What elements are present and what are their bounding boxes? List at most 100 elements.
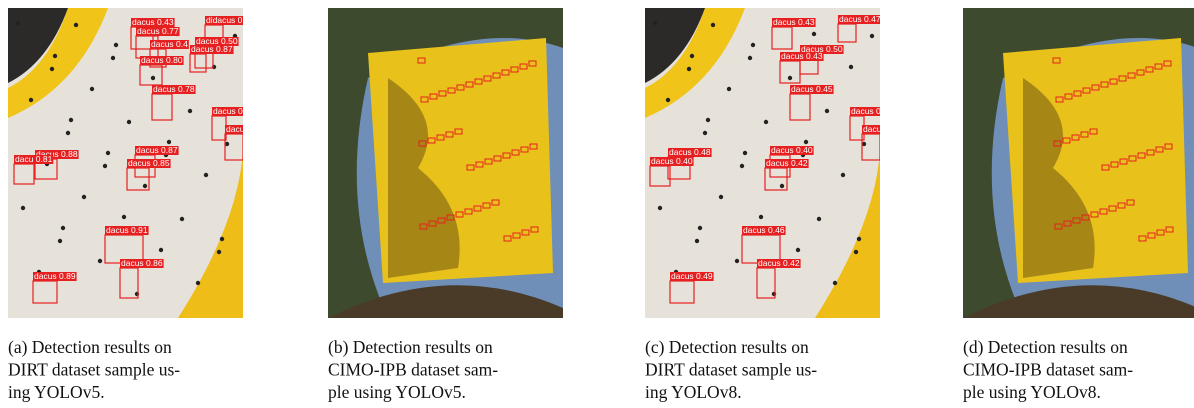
insect <box>180 217 184 221</box>
insect <box>82 195 86 199</box>
insect <box>748 56 752 60</box>
caption-line: CIMO-IPB dataset sam- <box>963 360 1133 380</box>
caption-line: (d) Detection results on <box>963 337 1128 357</box>
insect <box>812 32 816 36</box>
insect <box>870 34 874 38</box>
insect <box>857 237 861 241</box>
insect <box>103 164 107 168</box>
caption-line: DIRT dataset sample us- <box>8 360 180 380</box>
insect <box>16 21 20 25</box>
insect <box>751 43 755 47</box>
detection-label: dacus 0.77 <box>137 26 179 36</box>
insect <box>796 248 800 252</box>
panel: (b) Detection results on CIMO-IPB dataset… <box>328 8 563 402</box>
insect <box>727 87 731 91</box>
insect <box>159 248 163 252</box>
insect <box>764 120 768 124</box>
detection-label: dacus 0.47 <box>839 14 881 24</box>
detection-label: dacus 0.80 <box>141 55 183 65</box>
detection-label: dacus 0.78 <box>153 84 195 94</box>
caption-line: (a) Detection results on <box>8 337 172 357</box>
insect <box>90 87 94 91</box>
insect <box>143 184 147 188</box>
detection-label: dacus 0.45 <box>791 84 833 94</box>
caption-line: ple using YOLOv5. <box>328 382 466 402</box>
insect <box>658 206 662 210</box>
detection-label: dacu 0.81 <box>15 154 53 164</box>
caption-line: (b) Detection results on <box>328 337 493 357</box>
insect <box>711 23 715 27</box>
caption-line: ple using YOLOv8. <box>963 382 1101 402</box>
detection-label: dacus 0.40 <box>771 145 813 155</box>
detection-label: dacus 0.40 <box>651 156 693 166</box>
insect <box>151 76 155 80</box>
insect <box>66 131 70 135</box>
detection-label: dacus 0.86 <box>121 258 163 268</box>
insect <box>788 76 792 80</box>
detection-label: dacus 0.91 <box>106 225 148 235</box>
detection-label: dacus 0.43 <box>781 51 823 61</box>
detection-label: dacus 0.42 <box>758 258 800 268</box>
caption-line: ing YOLOv8. <box>645 382 742 402</box>
insect <box>122 215 126 219</box>
insect <box>854 250 858 254</box>
insect <box>53 54 57 58</box>
insect <box>220 237 224 241</box>
insect <box>58 239 62 243</box>
insect <box>29 98 33 102</box>
insect <box>690 54 694 58</box>
insect <box>849 65 853 69</box>
photo <box>328 8 563 318</box>
detection-label: dacus 0.2 <box>213 106 250 116</box>
detection-label: didacus 0.86 <box>206 15 254 25</box>
insect <box>50 67 54 71</box>
insect <box>719 195 723 199</box>
insect <box>111 56 115 60</box>
insect <box>695 239 699 243</box>
caption-line: (c) Detection results on <box>645 337 809 357</box>
panel: (d) Detection results on CIMO-IPB dataset… <box>963 8 1194 402</box>
caption-line: DIRT dataset sample us- <box>645 360 817 380</box>
detection-label: dacus 0.87 <box>191 44 233 54</box>
insect <box>706 118 710 122</box>
panel: dacus 0.43dacus 0.47dacus 0.50dacus 0.43… <box>645 8 889 402</box>
detection-label: dacus 0.89 <box>34 271 76 281</box>
insect <box>740 164 744 168</box>
insect <box>698 226 702 230</box>
insect <box>114 43 118 47</box>
insect <box>817 217 821 221</box>
insect <box>74 23 78 27</box>
detection-label: dacus 0.46 <box>743 225 785 235</box>
insect <box>21 206 25 210</box>
insect <box>653 21 657 25</box>
insect <box>61 226 65 230</box>
insect <box>127 120 131 124</box>
detection-label: dacus <box>226 124 249 134</box>
detection-label: dacus 0.85 <box>128 158 170 168</box>
insect <box>743 151 747 155</box>
insect <box>69 118 73 122</box>
detection-label: dacus 0.42 <box>766 158 808 168</box>
photo: dacus 0.43dacus 0.47dacus 0.50dacus 0.43… <box>645 8 889 318</box>
insect <box>833 281 837 285</box>
insect <box>106 151 110 155</box>
insect <box>167 140 171 144</box>
figure: dacus 0.43 didacus 0.86 dacus 0.77 dacus 0.… <box>0 0 1194 408</box>
caption-line: ing YOLOv5. <box>8 382 105 402</box>
insect <box>217 250 221 254</box>
detection-label: dacus <box>863 124 886 134</box>
insect <box>804 140 808 144</box>
detection-label: dacus 0.87 <box>136 145 178 155</box>
insect <box>687 67 691 71</box>
page: dacus 0.43 didacus 0.86 dacus 0.77 dacus 0.… <box>0 0 1194 408</box>
caption-line: CIMO-IPB dataset sam- <box>328 360 498 380</box>
detection-label: dacus 0.49 <box>671 271 713 281</box>
photo <box>963 8 1194 318</box>
panel: dacus 0.43didacus 0.86dacus 0.77dacus 0.… <box>8 8 255 402</box>
detection-label: dacus 0.4 <box>151 39 188 49</box>
insect <box>825 109 829 113</box>
insect <box>196 281 200 285</box>
insect <box>759 215 763 219</box>
detection-label: dacus 0.43 <box>773 17 815 27</box>
